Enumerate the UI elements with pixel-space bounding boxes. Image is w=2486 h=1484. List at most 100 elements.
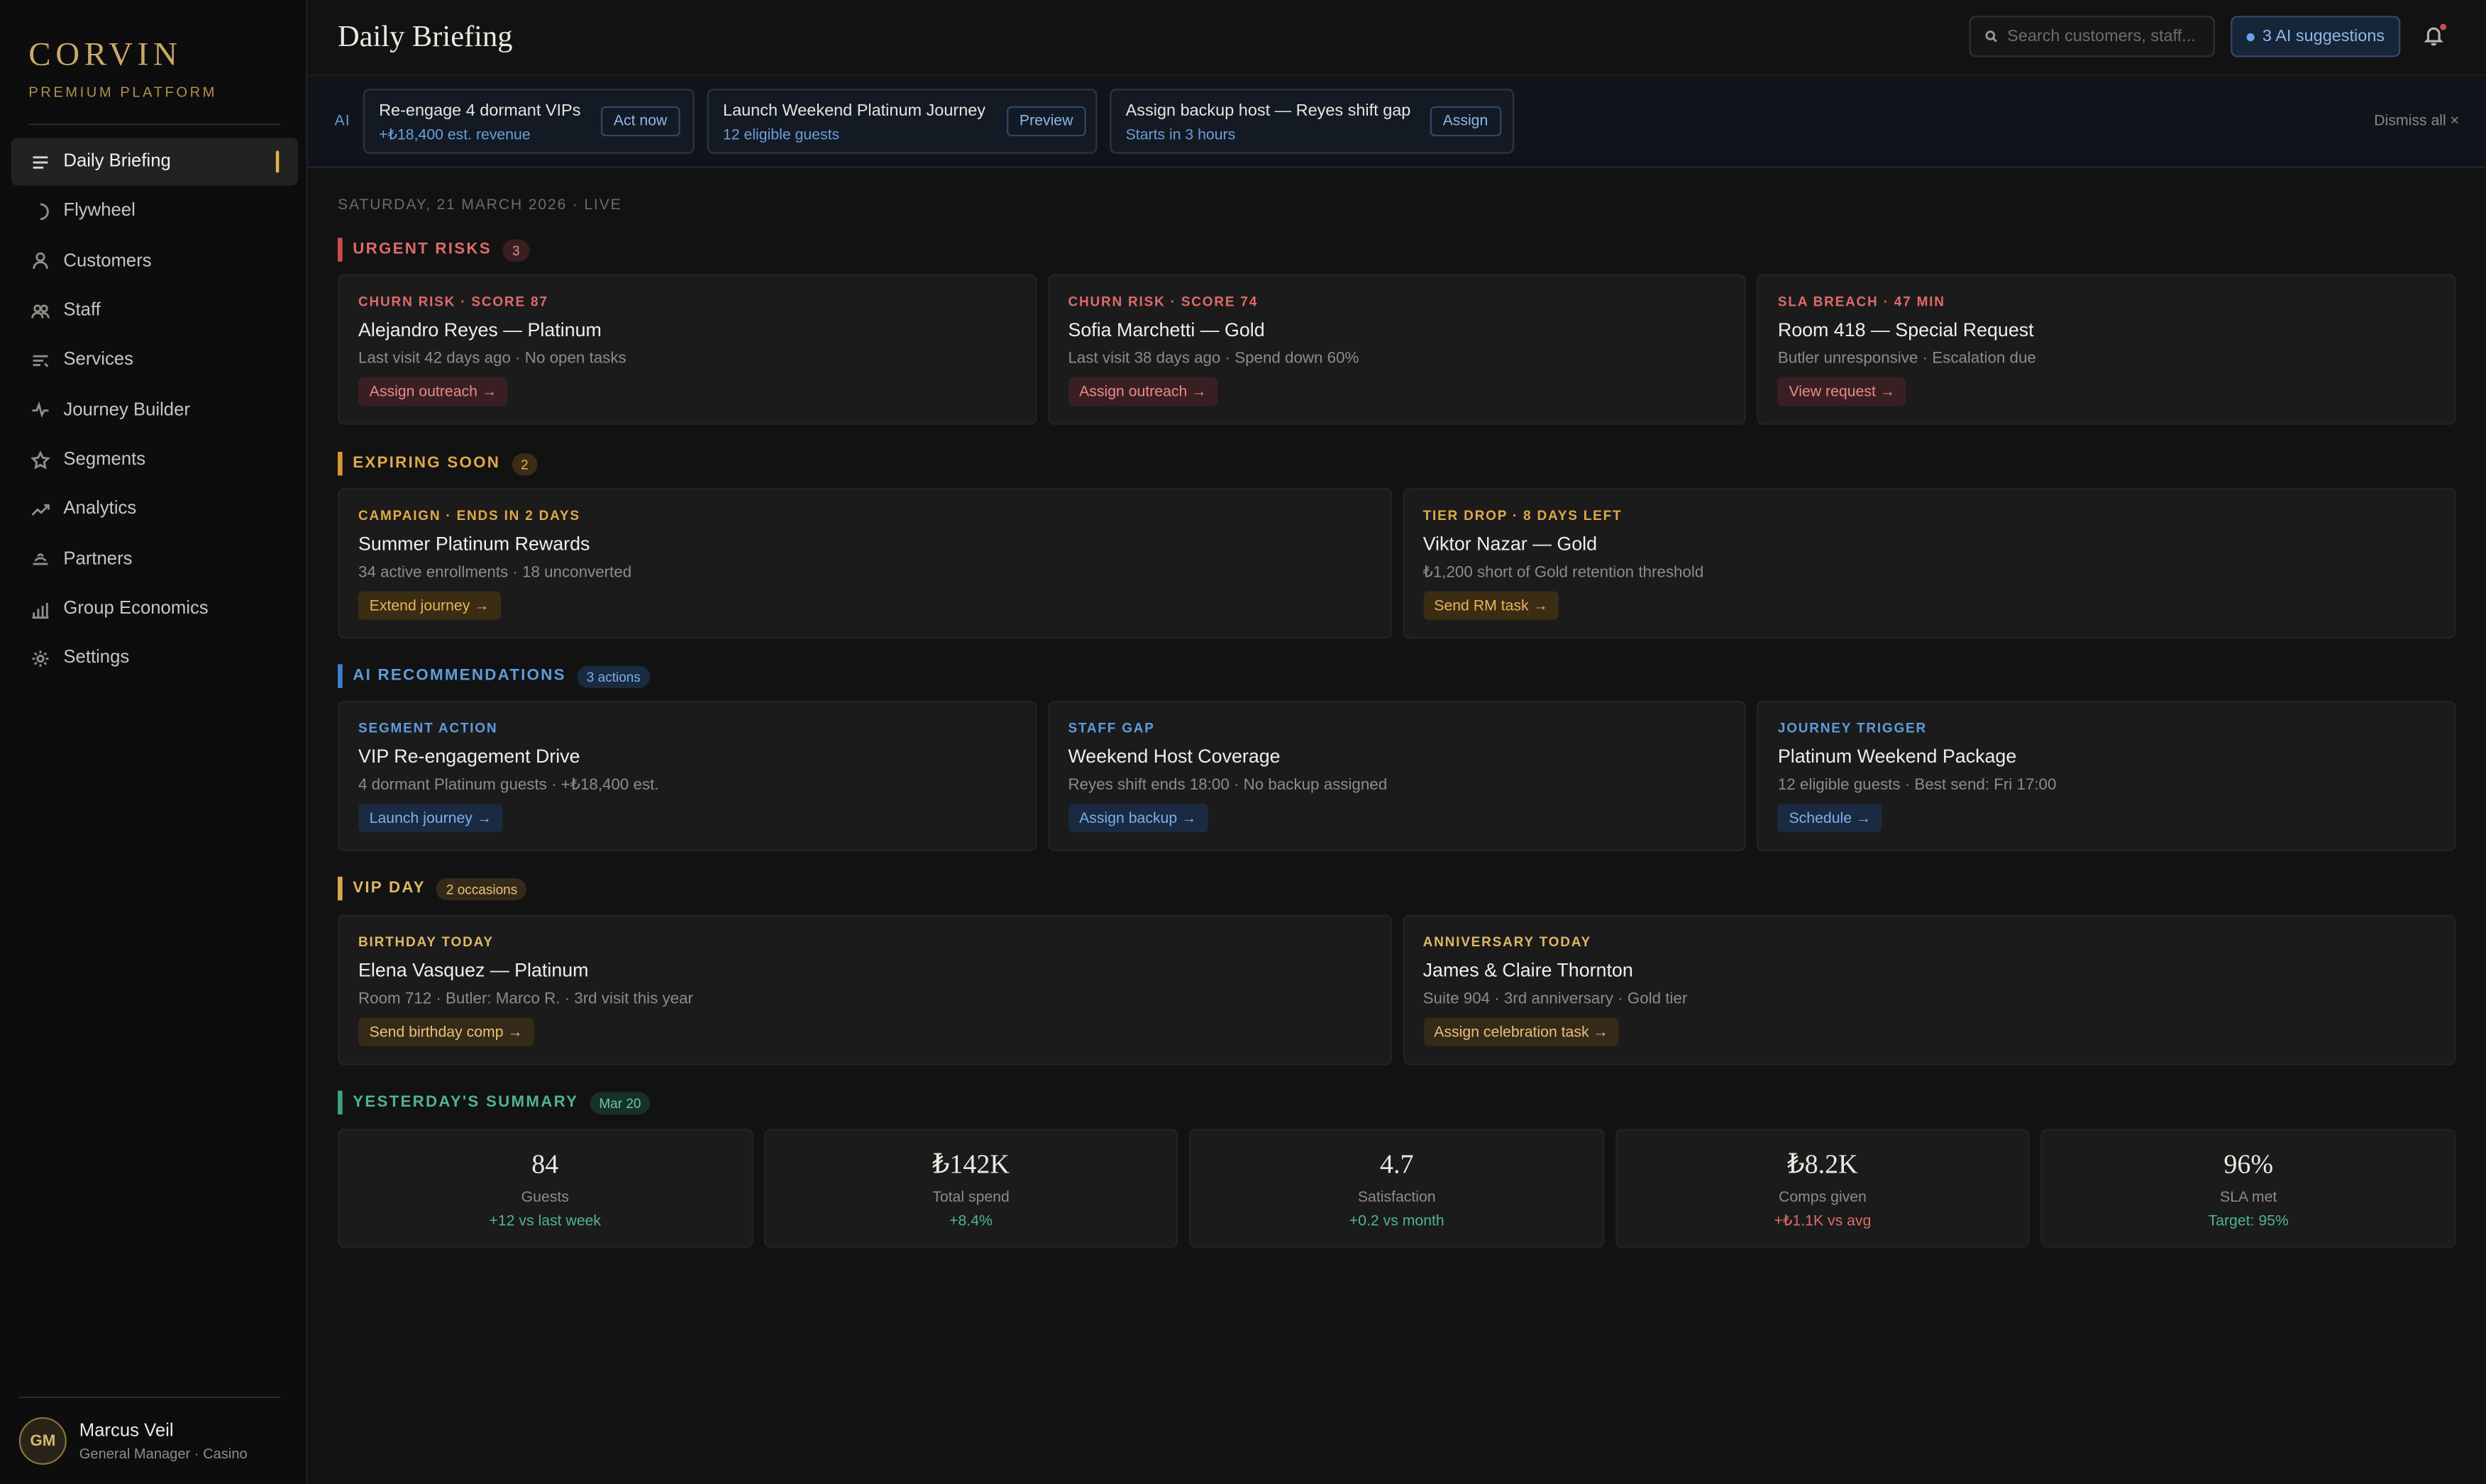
view-request-button[interactable]: View request → [1777,377,1906,406]
stat-guests: 84 Guests +12 vs last week [337,1129,753,1248]
section-marker [337,876,342,901]
send-rm-task-button[interactable]: Send RM task → [1422,591,1559,620]
stat-change: +8.4% [949,1212,993,1231]
card-title: Elena Vasquez — Platinum [358,958,589,982]
section-urgent-risks: URGENT RISKS 3 [337,238,529,262]
brand-logo[interactable]: CORVIN [28,35,182,73]
section-title: YESTERDAY'S SUMMARY [353,1093,579,1112]
search-input[interactable] [2007,26,2214,46]
page-title: Daily Briefing [337,19,513,53]
date-badge: Mar 20 [589,1091,651,1114]
assign-outreach-button[interactable]: Assign outreach → [358,377,508,406]
card-description: ₺1,200 short of Gold retention threshold [1422,564,1704,582]
search-icon [1985,31,1997,43]
notification-badge [2440,23,2447,31]
stat-label: Comps given [1778,1189,1867,1207]
ai-suggestion-card: Launch Weekend Platinum Journey 12 eligi… [707,89,1098,154]
assign-outreach-button[interactable]: Assign outreach → [1068,377,1218,406]
card-title: Platinum Weekend Package [1777,745,2017,768]
summary-stats: 84 Guests +12 vs last week ₺142K Total s… [337,1129,2456,1248]
card-kicker: TIER DROP · 8 DAYS LEFT [1422,507,1623,524]
dismiss-all-button[interactable]: Dismiss all × [2374,112,2460,131]
count-badge: 2 [511,453,538,475]
stat-value: 84 [531,1149,559,1180]
sidebar-item-group-economics[interactable]: Group Economics [11,585,298,633]
stat-sla-met: 96% SLA met Target: 95% [2040,1129,2456,1248]
card-title: Weekend Host Coverage [1068,745,1281,768]
gear-icon [28,648,50,670]
sidebar-item-flywheel[interactable]: Flywheel [11,187,298,235]
brand-subtitle: PREMIUM PLATFORM [28,84,218,100]
vip-day-cards: BIRTHDAY TODAY Elena Vasquez — Platinum … [337,914,2456,1065]
sidebar-item-daily-briefing[interactable]: Daily Briefing [11,138,299,186]
stat-label: Guests [521,1189,569,1207]
stat-comps-given: ₺8.2K Comps given +₺1.1K vs avg [1615,1129,2031,1248]
card-kicker: SEGMENT ACTION [358,719,498,736]
pulse-icon [28,399,50,421]
partners-icon [28,548,50,570]
count-badge: 3 actions [577,665,651,687]
card-description: Last visit 42 days ago · No open tasks [358,350,626,368]
search-box[interactable] [1969,16,2215,57]
sidebar-divider [28,123,281,126]
schedule-button[interactable]: Schedule → [1777,803,1882,833]
ai-suggestions-button[interactable]: 3 AI suggestions [2231,16,2401,57]
send-birthday-comp-button[interactable]: Send birthday comp → [358,1017,534,1046]
notifications-button[interactable] [2423,23,2448,50]
sidebar-divider [18,1396,281,1399]
bell-icon [2424,27,2444,46]
card-description: Suite 904 · 3rd anniversary · Gold tier [1422,990,1688,1009]
stat-label: SLA met [2220,1189,2277,1207]
stat-satisfaction: 4.7 Satisfaction +0.2 vs month [1189,1129,1605,1248]
main-content: Daily Briefing 3 AI suggestions AI Re-en… [307,0,2486,1484]
sidebar-item-journey-builder[interactable]: Journey Builder [11,387,298,434]
stat-change: +₺1.1K vs avg [1774,1212,1872,1231]
card-title: Room 418 — Special Request [1777,319,2034,341]
recommendation-card: STAFF GAP Weekend Host Coverage Reyes sh… [1047,700,1747,852]
sidebar-item-customers[interactable]: Customers [11,238,298,285]
section-marker [337,238,342,262]
section-yesterday-summary: YESTERDAY'S SUMMARY Mar 20 [337,1090,651,1114]
stat-label: Total spend [932,1189,1010,1207]
act-now-button[interactable]: Act now [600,106,680,137]
ai-suggestion-card: Re-engage 4 dormant VIPs +₺18,400 est. r… [363,89,695,154]
recommendation-card: JOURNEY TRIGGER Platinum Weekend Package… [1757,700,2456,852]
sidebar-item-segments[interactable]: Segments [11,436,298,484]
user-role: General Manager · Casino [79,1444,248,1461]
assign-celebration-task-button[interactable]: Assign celebration task → [1422,1017,1620,1046]
section-ai-recommendations: AI RECOMMENDATIONS 3 actions [337,664,651,688]
sidebar-item-label: Customers [63,251,152,271]
sidebar-item-staff[interactable]: Staff [11,287,298,335]
stat-value: 4.7 [1379,1149,1414,1180]
vip-card: ANNIVERSARY TODAY James & Claire Thornto… [1402,914,2456,1065]
section-title: AI RECOMMENDATIONS [353,667,566,685]
card-kicker: STAFF GAP [1068,719,1155,736]
card-description: 4 dormant Platinum guests · +₺18,400 est… [358,777,659,794]
stat-value: ₺8.2K [1787,1149,1858,1180]
vip-card: BIRTHDAY TODAY Elena Vasquez — Platinum … [337,914,1391,1065]
sidebar-item-label: Staff [63,301,101,321]
card-description: Room 712 · Butler: Marco R. · 3rd visit … [358,990,693,1009]
launch-journey-button[interactable]: Launch journey → [358,803,503,833]
user-profile[interactable]: GM Marcus Veil General Manager · Casino [18,1417,248,1465]
card-kicker: CHURN RISK · SCORE 87 [358,293,548,309]
sidebar-item-services[interactable]: Services [11,337,298,384]
extend-journey-button[interactable]: Extend journey → [358,591,501,620]
sidebar-item-settings[interactable]: Settings [11,635,298,682]
assign-button[interactable]: Assign [1430,106,1501,137]
ai-suggestion-sub: +₺18,400 est. revenue [379,126,531,145]
sidebar-item-label: Settings [63,648,130,668]
sidebar-item-analytics[interactable]: Analytics [11,486,298,533]
assign-backup-button[interactable]: Assign backup → [1068,803,1208,833]
ai-suggestion-sub: 12 eligible guests [723,126,840,145]
card-title: Sofia Marchetti — Gold [1068,319,1265,341]
section-title: VIP DAY [353,880,426,897]
preview-button[interactable]: Preview [1007,106,1086,137]
recommendation-card: SEGMENT ACTION VIP Re-engagement Drive 4… [337,700,1037,852]
section-title: URGENT RISKS [353,240,492,259]
card-description: 34 active enrollments · 18 unconverted [358,564,632,582]
sidebar-item-partners[interactable]: Partners [11,536,298,583]
card-title: Alejandro Reyes — Platinum [358,319,602,341]
flywheel-icon [28,200,50,222]
